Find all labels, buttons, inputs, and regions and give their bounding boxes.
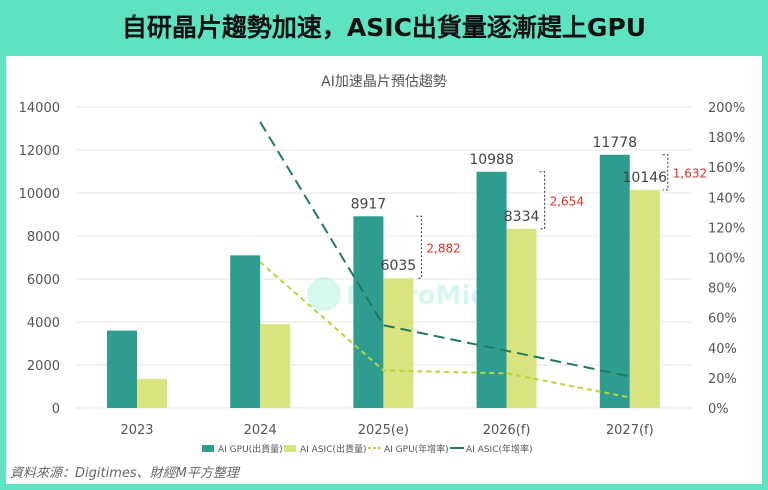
gpu-bar: [230, 255, 261, 408]
x-tick: 2024: [244, 423, 277, 438]
gpu-bar-label: 10988: [469, 152, 514, 168]
x-tick: 2023: [120, 423, 153, 438]
y-left-tick: 10000: [19, 187, 60, 202]
y-right-tick: 40%: [708, 342, 737, 357]
asic-bar: [506, 228, 537, 408]
legend-swatch: [202, 445, 214, 452]
chart-panel: AI加速晶片預估趨勢 0 2000 4000 6000 8000 10000 12000 140…: [6, 56, 762, 484]
y-right-tick: 180%: [708, 131, 745, 146]
watermark-logo: [307, 277, 341, 311]
asic-growth-line: [259, 121, 631, 378]
asic-bar-label: 10146: [623, 170, 668, 186]
chart: AI加速晶片預估趨勢 0 2000 4000 6000 8000 10000 12000 140…: [19, 74, 746, 455]
y-left-tick: 8000: [27, 230, 60, 245]
x-tick: 2027(f): [606, 423, 654, 438]
y-left-tick: 6000: [27, 273, 60, 288]
gpu-bar: [353, 216, 384, 408]
y-right-tick: 100%: [708, 252, 745, 267]
asic-bar: [260, 324, 291, 408]
y-right-tick: 160%: [708, 161, 745, 176]
y-left-tick: 14000: [19, 101, 60, 116]
asic-bar: [383, 278, 414, 408]
gpu-bar: [599, 154, 630, 408]
y-right-tick: 20%: [708, 372, 737, 387]
legend-label: AI GPU(出貨量): [218, 443, 283, 455]
y-right-tick: 80%: [708, 282, 737, 297]
gpu-bar-label: 8917: [351, 196, 387, 212]
asic-bar-label: 6035: [381, 258, 417, 274]
y-right-tick: 60%: [708, 312, 737, 327]
asic-bar-label: 8334: [504, 209, 540, 225]
source-note: 資料來源：Digitimes、財經M平方整理: [10, 466, 239, 481]
y-left-tick: 4000: [27, 316, 60, 331]
y-right-tick: 200%: [708, 101, 745, 116]
gpu-bar-label: 11778: [593, 135, 638, 151]
asic-bar: [629, 189, 660, 408]
gpu-bar: [476, 171, 507, 408]
gap-annotation: 1,632: [673, 166, 707, 180]
gap-annotation: 2,654: [550, 194, 584, 208]
y-right-tick: 140%: [708, 191, 745, 206]
asic-bar: [137, 378, 167, 408]
page-title: 自研晶片趨勢加速，ASIC出貨量逐漸趕上GPU: [121, 13, 647, 42]
gap-annotation: 2,882: [426, 241, 460, 255]
legend-label: AI ASIC(年增率): [466, 443, 533, 455]
x-tick: 2025(e): [358, 423, 409, 438]
gap-bracket: [539, 171, 546, 230]
legend-label: AI GPU(年增率): [384, 443, 449, 455]
legend-label: AI ASIC(出貨量): [300, 443, 367, 455]
y-right-tick: 0%: [708, 402, 729, 417]
y-left-tick: 12000: [19, 144, 60, 159]
chart-title: AI加速晶片預估趨勢: [321, 74, 447, 90]
y-left-tick: 0: [52, 402, 60, 417]
gpu-bar: [107, 330, 137, 408]
x-tick: 2026(f): [483, 423, 531, 438]
y-right-tick: 120%: [708, 221, 745, 236]
y-left-tick: 2000: [27, 359, 60, 374]
gpu-growth-line: [259, 261, 630, 399]
legend-swatch: [284, 445, 296, 452]
gap-bracket: [416, 215, 422, 279]
